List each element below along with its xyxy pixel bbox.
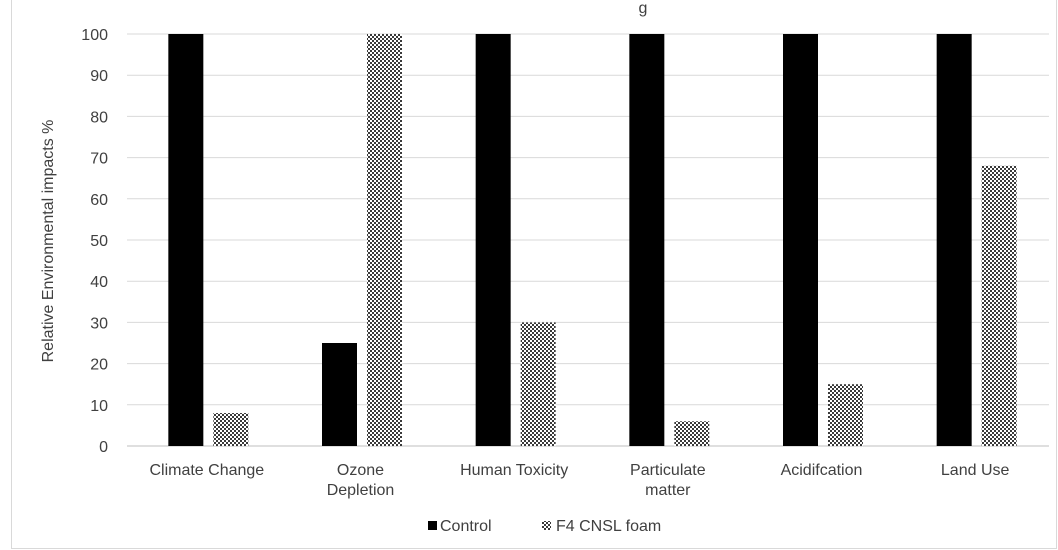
category-label: matter xyxy=(645,482,691,499)
bar-control xyxy=(783,34,818,446)
category-label: Climate Change xyxy=(149,462,264,479)
gridlines xyxy=(127,33,1049,447)
bar-control xyxy=(168,34,204,446)
category-label: Ozone xyxy=(337,462,384,479)
y-tick-label: 20 xyxy=(90,357,108,374)
bar-f4-cnsl-foam xyxy=(674,421,710,446)
category-label: Depletion xyxy=(327,482,395,499)
legend-swatch xyxy=(542,521,551,530)
bar-control xyxy=(629,34,665,446)
y-tick-label: 30 xyxy=(90,315,108,332)
y-tick-label: 80 xyxy=(90,109,108,126)
y-tick-label: 60 xyxy=(90,192,108,209)
bar-f4-cnsl-foam xyxy=(520,322,556,446)
bar-f4-cnsl-foam xyxy=(367,34,402,446)
category-label: Acidifcation xyxy=(781,462,863,479)
bar-f4-cnsl-foam xyxy=(828,384,863,446)
legend-label: Control xyxy=(440,518,492,535)
y-tick-label: 40 xyxy=(90,274,108,291)
bar-f4-cnsl-foam xyxy=(981,165,1017,446)
y-tick-label: 0 xyxy=(99,439,108,456)
y-tick-label: 70 xyxy=(90,151,108,168)
legend: Control F4 CNSL foam xyxy=(428,518,661,535)
y-axis-title: Relative Environmental impacts % xyxy=(40,120,57,363)
bars xyxy=(168,34,1017,446)
x-axis-labels: Climate Change Ozone Depletion Human Toxici… xyxy=(149,462,1009,499)
chart-title-fragment: g xyxy=(639,0,648,17)
y-tick-label: 10 xyxy=(90,398,108,415)
legend-swatch xyxy=(428,521,437,530)
bar-control xyxy=(936,34,972,446)
bar-control xyxy=(475,34,511,446)
bar-f4-cnsl-foam xyxy=(213,413,249,446)
legend-label: F4 CNSL foam xyxy=(556,518,661,535)
category-label: Particulate xyxy=(630,462,706,479)
y-tick-label: 90 xyxy=(90,68,108,85)
y-tick-label: 50 xyxy=(90,233,108,250)
category-label: Land Use xyxy=(941,462,1010,479)
y-tick-label: 100 xyxy=(81,27,108,44)
y-axis-ticks: 0 10 20 30 40 50 60 70 80 90 100 xyxy=(81,27,108,456)
category-label: Human Toxicity xyxy=(460,462,568,479)
bar-control xyxy=(322,343,357,446)
